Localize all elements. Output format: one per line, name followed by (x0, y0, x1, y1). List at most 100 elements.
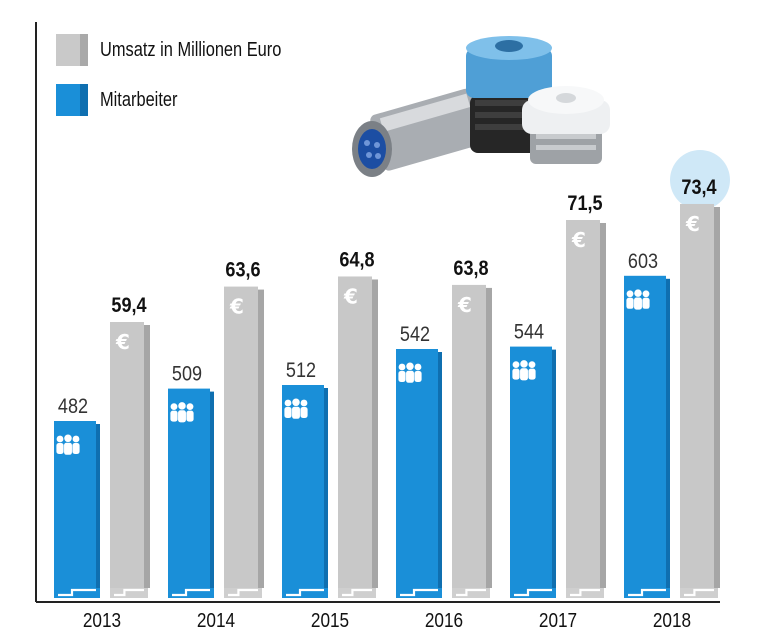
bar-base-block (224, 588, 262, 598)
bar-group-2014: € (168, 286, 264, 598)
people-icon (170, 402, 194, 423)
euro-icon-glyph: € (685, 212, 700, 236)
bar-employees-side-2013 (96, 424, 100, 588)
bar-base-stripe (228, 588, 258, 597)
bar-group-2015: € (282, 276, 378, 598)
people-icon-head (642, 290, 650, 298)
bar-revenue-side-2014 (258, 289, 264, 588)
people-icon-body (626, 297, 634, 309)
legend-item-employees: Mitarbeiter (56, 84, 194, 116)
bar-employees-base-2014 (168, 588, 214, 598)
people-icon-body (300, 407, 308, 418)
highlight-layer (670, 149, 730, 210)
euro-icon: € (571, 228, 586, 252)
value-label-revenue-2014: 63,6 (225, 258, 260, 282)
bar-group-2018: € (624, 203, 720, 598)
people-icon-head (56, 435, 64, 443)
people-icon (56, 434, 80, 455)
value-label-employees-2017: 544 (514, 320, 544, 344)
euro-icon: € (343, 284, 358, 308)
bar-base-stripe (456, 588, 486, 597)
people-icon-head (300, 399, 308, 407)
bar-employees-base-2018 (624, 588, 670, 598)
bar-revenue-2014 (224, 286, 258, 588)
value-label-employees-2015: 512 (286, 359, 316, 383)
bar-base-block (110, 588, 148, 598)
people-icon-head (414, 363, 422, 371)
bar-base-block (624, 588, 670, 598)
bar-base-block (452, 588, 490, 598)
value-label-revenue-2015: 64,8 (339, 248, 374, 272)
people-icon-body (292, 406, 300, 419)
bar-employees-2016 (396, 349, 438, 588)
bar-revenue-base-2018 (680, 588, 718, 598)
bar-employees-side-2017 (552, 349, 556, 588)
bar-revenue-base-2013 (110, 588, 148, 598)
x-tick-label-2017: 2017 (539, 609, 577, 632)
bar-revenue-base-2015 (338, 588, 376, 598)
value-label-revenue-2013: 59,4 (111, 294, 146, 318)
bars: € € € € € € (54, 203, 720, 598)
bar-base-block (510, 588, 556, 598)
value-label-employees-2014: 509 (172, 362, 202, 386)
people-icon-head (292, 398, 300, 407)
bar-employees-2018 (624, 275, 666, 588)
bar-base-block (54, 588, 100, 598)
people-icon (512, 360, 536, 381)
bar-employees-base-2017 (510, 588, 556, 598)
bar-revenue-side-2017 (600, 222, 606, 588)
axes (35, 22, 720, 603)
people-icon-head (512, 361, 520, 368)
x-tick-label-2018: 2018 (653, 609, 691, 632)
bar-employees-2015 (282, 385, 324, 588)
people-icon-body (528, 368, 536, 380)
people-icon-head (178, 402, 186, 410)
bar-base-block (338, 588, 376, 598)
legend-swatch-employees (56, 84, 88, 116)
bar-revenue-side-2016 (486, 287, 492, 588)
people-icon-head (528, 361, 536, 368)
people-icon-head (186, 403, 194, 410)
bar-employees-side-2016 (438, 352, 442, 588)
bar-group-2017: € (510, 219, 606, 598)
people-icon-head (284, 399, 292, 407)
bar-base-stripe (514, 588, 552, 597)
bar-revenue-2018 (680, 203, 714, 589)
euro-icon: € (457, 293, 472, 317)
value-label-revenue-2017: 71,5 (567, 192, 602, 216)
legend-label-employees: Mitarbeiter (100, 88, 178, 111)
bar-revenue-base-2016 (452, 588, 490, 598)
bar-employees-base-2013 (54, 588, 100, 598)
bar-base-stripe (286, 588, 324, 597)
bar-revenue-2016 (452, 284, 486, 588)
bar-revenue-2017 (566, 219, 600, 588)
people-icon-head (626, 290, 634, 298)
bar-base-stripe (58, 588, 96, 597)
people-icon-head (170, 403, 178, 410)
legend-swatch-revenue (56, 34, 88, 66)
euro-icon: € (685, 212, 700, 236)
value-label-revenue-2016: 63,8 (453, 257, 488, 281)
bar-base-block (168, 588, 214, 598)
euro-icon-glyph: € (457, 293, 472, 317)
bar-revenue-side-2018 (714, 206, 720, 589)
people-icon-body (170, 410, 178, 422)
people-icon (284, 398, 308, 419)
x-tick-label-2013: 2013 (83, 609, 121, 632)
people-icon-head (72, 435, 80, 443)
people-icon-body (178, 410, 186, 423)
people-icon-body (512, 368, 520, 380)
people-icon (398, 362, 422, 383)
value-label-employees-2016: 542 (400, 323, 430, 347)
bar-base-stripe (628, 588, 666, 597)
bar-base-stripe (114, 588, 144, 597)
euro-icon: € (229, 295, 244, 319)
bar-revenue-base-2014 (224, 588, 262, 598)
cable-gland-white-shape (522, 86, 610, 164)
bar-employees-side-2014 (210, 391, 214, 588)
people-icon-body (64, 442, 72, 455)
people-icon-body (520, 368, 528, 381)
x-tick-label-2016: 2016 (425, 609, 463, 632)
people-icon-head (634, 289, 642, 297)
euro-icon: € (115, 330, 130, 354)
